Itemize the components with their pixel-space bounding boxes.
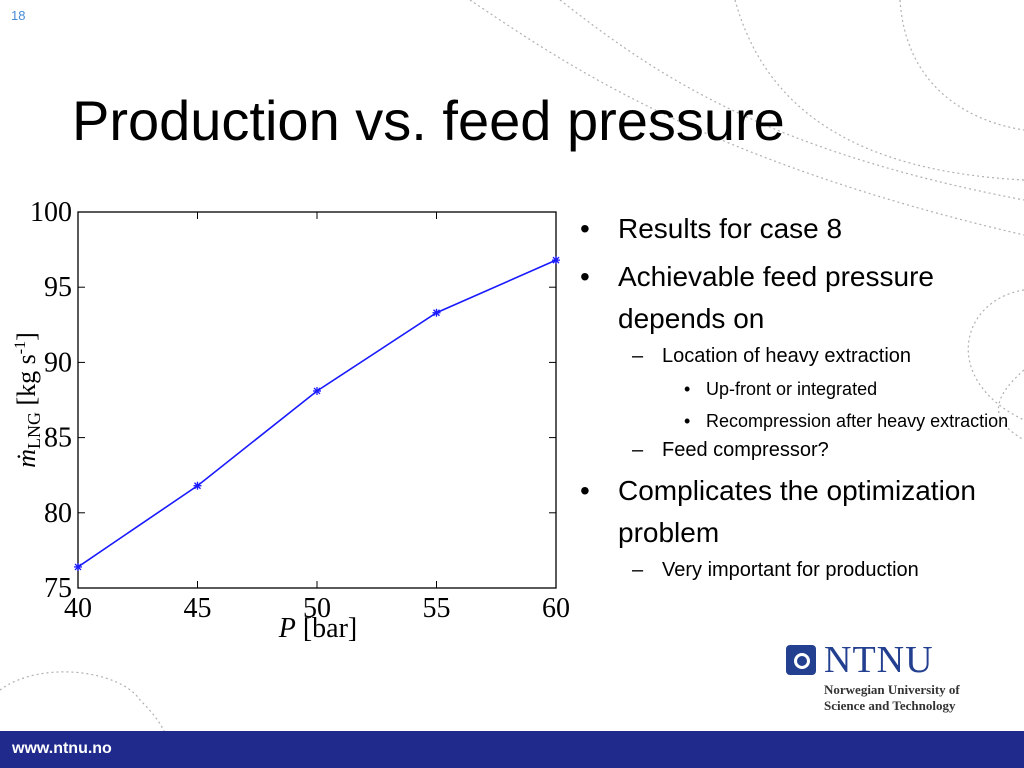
x-tick-label: 40	[64, 593, 92, 624]
x-axis-label: P [bar]	[278, 613, 358, 644]
ntnu-logo-icon	[786, 645, 816, 675]
slide-title: Production vs. feed pressure	[72, 89, 785, 152]
x-tick-label: 60	[542, 593, 570, 624]
chart-ticks: 40 45 50 55 60 75 80 85 90 95 100	[30, 197, 570, 624]
y-tick-label: 80	[44, 498, 72, 529]
bullet-results: Results for case 8	[574, 208, 1014, 250]
chart-labels: P [bar] ṁLNG [kg s-1]	[12, 332, 357, 644]
logo-name: NTNU	[824, 639, 934, 681]
y-tick-label: 95	[44, 272, 72, 303]
data-point	[193, 481, 202, 490]
subbullet-important: Very important for production	[574, 556, 1014, 584]
x-tick-label: 55	[423, 593, 451, 624]
footer-bar: www.ntnu.no	[0, 731, 1024, 768]
subsubbullet-upfront: Up-front or integrated	[574, 376, 1014, 402]
subsubbullet-recompression: Recompression after heavy extraction	[574, 408, 1014, 434]
x-tick-label: 45	[184, 593, 212, 624]
subbullet-feed-compressor: Feed compressor?	[574, 436, 1014, 464]
y-tick-label: 100	[30, 197, 72, 228]
x-tick-label: 50	[303, 593, 331, 624]
chart-axes	[77, 211, 557, 589]
data-point	[552, 256, 560, 265]
series-line	[77, 259, 557, 568]
data-point	[74, 562, 82, 571]
y-tick-label: 90	[44, 347, 72, 378]
data-point	[313, 386, 321, 395]
production-chart: 40 45 50 55 60 75 80 85 90 95 100 P [bar] ṁLNG [kg…	[12, 197, 570, 644]
subbullet-location: Location of heavy extraction Up-front or…	[574, 342, 1014, 434]
bullet-achievable-pressure: Achievable feed pressure depends on Loca…	[574, 256, 1014, 464]
footer-url[interactable]: www.ntnu.no	[12, 740, 112, 757]
bullet-list: Results for case 8 Achievable feed press…	[574, 208, 1014, 590]
y-tick-label: 85	[44, 423, 72, 454]
bullet-complicates: Complicates the optimization problem Ver…	[574, 470, 1014, 584]
ntnu-logo: NTNU Norwegian University of Science and…	[786, 639, 1006, 720]
data-point	[432, 308, 441, 317]
y-tick-label: 75	[44, 573, 72, 604]
chart-series	[74, 256, 560, 571]
plot-frame	[77, 211, 557, 589]
logo-subtitle: Norwegian University of Science and Tech…	[824, 682, 960, 713]
y-axis-label: ṁLNG [kg s-1]	[12, 332, 44, 468]
slide-number: 18	[11, 8, 26, 23]
